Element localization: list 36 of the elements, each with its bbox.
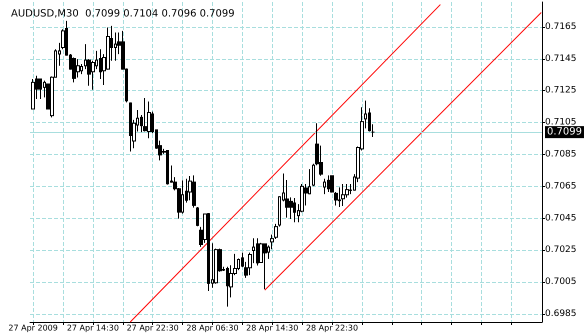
candlestick — [207, 212, 210, 292]
x-tick-label: 28 Apr 22:30 — [306, 324, 358, 332]
candlestick — [323, 178, 326, 195]
y-tick-label: 0.7045 — [545, 213, 576, 224]
x-tick-label: 28 Apr 06:30 — [186, 324, 239, 332]
candlestick — [327, 174, 330, 192]
y-tick-label: 0.7145 — [545, 54, 576, 64]
ref-line-label: 0.7099 — [547, 126, 582, 138]
y-tick-label: 0.7065 — [545, 181, 576, 192]
candlestick — [256, 238, 259, 266]
y-tick-label: 0.7005 — [545, 277, 576, 288]
y-tick-label: 0.7125 — [545, 86, 576, 96]
candlestick — [129, 102, 132, 152]
candlestick — [196, 206, 199, 227]
candlestick — [263, 243, 267, 290]
y-tick-label: 0.7025 — [545, 245, 576, 256]
candlestick — [192, 174, 196, 208]
candlestick — [341, 184, 345, 207]
candlestick — [72, 57, 76, 83]
candlestick — [166, 150, 169, 186]
y-tick-label: 0.6985 — [545, 309, 576, 320]
candlestick — [147, 101, 151, 139]
text: AUDUSD,M30 0.7099 0.7104 0.7096 0.7099 — [11, 8, 235, 20]
y-tick-label: 0.7105 — [545, 118, 576, 128]
candlestick — [39, 78, 42, 100]
x-tick-label: 27 Apr 2009 — [8, 324, 58, 332]
x-tick-label: 27 Apr 14:30 — [66, 324, 119, 332]
candlestick — [338, 186, 341, 208]
y-tick-label: 0.7085 — [545, 150, 576, 160]
x-tick-label: 28 Apr 14:30 — [246, 324, 298, 332]
candlestick — [293, 198, 296, 223]
y-tick-label: 0.7165 — [545, 22, 576, 32]
candlestick — [226, 266, 229, 308]
candlestick — [181, 180, 184, 214]
x-tick-label: 27 Apr 22:30 — [126, 324, 179, 332]
candlestick — [31, 78, 35, 110]
